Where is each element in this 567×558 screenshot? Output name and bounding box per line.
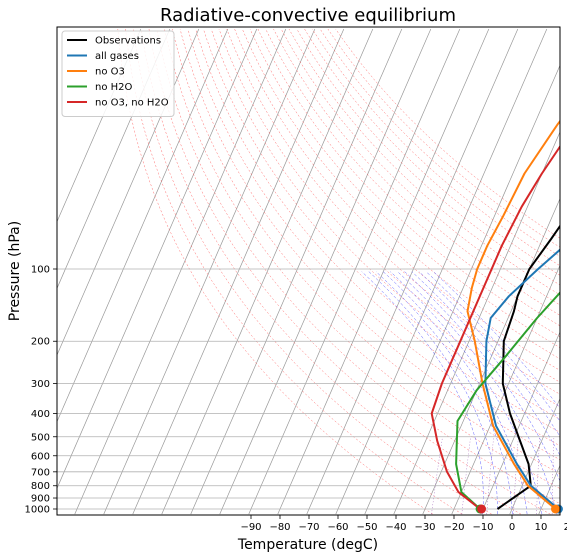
x-tick-label: −90 (240, 522, 261, 533)
x-tick-label: −30 (414, 522, 435, 533)
legend-label: all gases (95, 51, 139, 62)
x-tick-label: −20 (443, 522, 464, 533)
x-tick-label: 20 (564, 522, 567, 533)
isotherm-line (422, 197, 560, 515)
dry-adiabat-line (257, 28, 560, 337)
y-tick-label: 100 (31, 265, 50, 276)
dry-adiabat-line (203, 28, 560, 420)
legend-label: no O3, no H2O (95, 98, 169, 109)
dry-adiabat-line (319, 28, 560, 257)
isotherm-line (74, 28, 287, 515)
series-line-all-gases (484, 248, 560, 510)
isotherm-line (248, 28, 461, 515)
moist-adiabat-line (361, 271, 484, 515)
x-axis-label: Temperature (degC) (237, 537, 378, 553)
legend-label: no H2O (95, 82, 133, 93)
legend-box (61, 30, 175, 117)
series-lines (430, 119, 560, 510)
moist-adiabat-line (433, 271, 560, 409)
dry-adiabat-line (288, 28, 560, 296)
dry-adiabat-line (280, 28, 560, 306)
dry-adiabat-line (156, 28, 560, 504)
moist-adiabat-line (368, 271, 498, 515)
moist-adiabat-line (411, 271, 560, 456)
dry-adiabat-line (179, 28, 560, 461)
moist-adiabat-line (390, 271, 543, 515)
x-tick-label: −60 (327, 522, 348, 533)
dry-adiabat-line (296, 28, 560, 286)
mixing-ratio-line (513, 436, 519, 515)
dry-adiabat-line (249, 28, 560, 348)
isotherm-line (57, 28, 258, 490)
dry-adiabat-line (187, 28, 560, 447)
series-line-no-h2o (455, 291, 560, 510)
x-tick-label: −10 (472, 522, 493, 533)
y-tick-label: 900 (31, 494, 50, 505)
dry-adiabat-line (125, 28, 463, 515)
mixing-ratio-line (431, 436, 443, 515)
y-tick-label: 300 (31, 379, 50, 390)
legend-label: no O3 (95, 67, 125, 78)
dry-adiabat-line (140, 28, 522, 515)
mixing-ratio-line (536, 436, 540, 515)
dry-adiabat-line (265, 28, 560, 327)
y-tick-label: 700 (31, 467, 50, 478)
dry-adiabat-line (117, 28, 433, 515)
isotherm-line (306, 28, 519, 515)
y-tick-label: 500 (31, 432, 50, 443)
isotherm-line (451, 264, 560, 515)
surface-markers (475, 504, 563, 514)
moist-adiabat-line (397, 271, 557, 515)
x-ticks: −90−80−70−60−50−40−30−20−10010203040 (240, 515, 567, 533)
surface-marker-no-o3 (551, 504, 560, 514)
isotherm-line (103, 28, 316, 515)
x-tick-label: 10 (535, 522, 548, 533)
mixing-ratio-line (486, 436, 494, 515)
x-tick-label: −40 (385, 522, 406, 533)
dry-adiabat-line (172, 28, 560, 475)
y-tick-label: 1000 (25, 505, 50, 516)
legend: Observations all gases no O3 no H2O no O3, n… (61, 30, 175, 117)
y-tick-label: 600 (31, 451, 50, 462)
mixing-ratio-line (461, 436, 471, 515)
series-line-no-o3 (466, 119, 560, 510)
dry-adiabat-line (335, 28, 560, 239)
isotherm-line (277, 28, 490, 515)
dry-adiabat-line (210, 28, 560, 407)
y-tick-label: 800 (31, 481, 50, 492)
isotherm-line (509, 397, 560, 515)
y-tick-label: 200 (31, 337, 50, 348)
isotherm-line (393, 131, 560, 515)
isotherm-line (335, 28, 548, 515)
isotherm-line (219, 28, 432, 515)
dry-adiabat-line (148, 28, 551, 515)
series-line-no-o3-no-h2o (430, 144, 560, 510)
legend-label: Observations (95, 36, 161, 47)
surface-marker-no-o3-no-h2o (477, 504, 487, 514)
chart-title: Radiative-convective equilibrium (160, 5, 456, 26)
x-tick-label: 0 (509, 522, 515, 533)
plot-frame (56, 26, 561, 516)
dry-adiabat-line (273, 28, 560, 316)
dry-adiabat-line (195, 28, 560, 433)
dry-adiabat-line (226, 28, 560, 383)
x-tick-label: −80 (269, 522, 290, 533)
moist-adiabat-line (404, 271, 560, 482)
y-tick-label: 400 (31, 409, 50, 420)
isotherm-line (538, 464, 560, 515)
x-tick-label: −50 (356, 522, 377, 533)
moist-adiabat-line (418, 271, 560, 438)
series-line-observations (496, 224, 560, 510)
isotherm-line (190, 28, 403, 515)
isotherm-line (57, 28, 229, 423)
isotherm-line (132, 28, 345, 515)
isotherm-line (364, 64, 560, 515)
y-axis-label: Pressure (hPa) (7, 221, 23, 321)
dry-adiabat-line (327, 28, 560, 248)
dry-adiabat-line (234, 28, 560, 371)
isotherm-line (161, 28, 374, 515)
x-tick-label: −70 (298, 522, 319, 533)
